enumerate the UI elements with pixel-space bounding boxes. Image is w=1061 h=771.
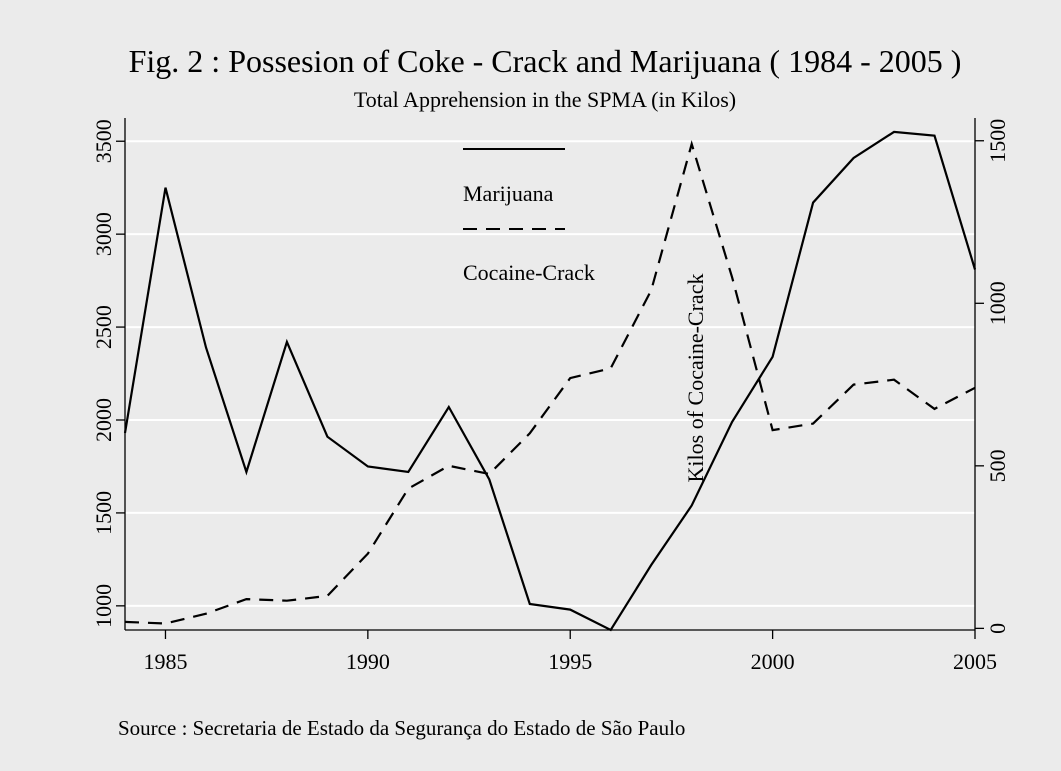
chart-title: Fig. 2 : Possesion of Coke - Crack and M… (129, 43, 962, 79)
x-tick-label: 1985 (143, 649, 187, 674)
series-line-cocaine-crack (124, 140, 976, 625)
legend-marijuana-label: Marijuana (463, 181, 554, 206)
left-tick-label: 3500 (91, 119, 116, 163)
legend: Marijuana Cocaine-Crack (463, 148, 595, 285)
legend-cocaine-label: Cocaine-Crack (463, 260, 595, 285)
left-tick-label: 3000 (91, 212, 116, 256)
x-tick-label: 2005 (953, 649, 997, 674)
x-tick-label: 1990 (346, 649, 390, 674)
left-tick-label: 1000 (91, 584, 116, 628)
right-tick-label: 1000 (985, 281, 1010, 325)
right-tick-label: 1500 (985, 119, 1010, 163)
source-note: Source : Secretaria de Estado da Seguran… (118, 716, 685, 740)
right-tick-label: 500 (985, 449, 1010, 482)
right-tick-label: 0 (985, 623, 1010, 634)
left-tick-label: 2000 (91, 398, 116, 442)
plot-background (125, 118, 975, 630)
series-layer (123, 130, 977, 632)
axis-ticks: 1000 1500 2000 2500 3000 3500 0 500 1000 1500 1985… (91, 119, 1010, 674)
x-tick-label: 2000 (751, 649, 795, 674)
x-tick-label: 1995 (548, 649, 592, 674)
series-line-marijuana (123, 130, 977, 632)
chart-subtitle: Total Apprehension in the SPMA (in Kilos… (354, 87, 736, 112)
left-tick-label: 2500 (91, 305, 116, 349)
plot-area: 1000 1500 2000 2500 3000 3500 0 500 1000 1500 1985… (91, 118, 1010, 674)
left-tick-label: 1500 (91, 491, 116, 535)
right-axis-label: Kilos of Cocaine-Crack (683, 274, 708, 483)
